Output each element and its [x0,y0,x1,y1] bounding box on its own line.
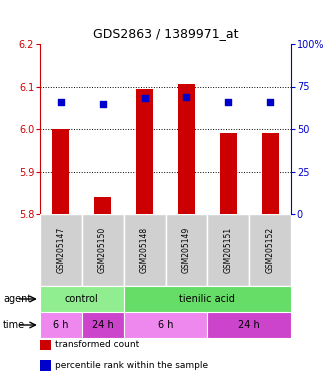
Point [100,101,105,107]
Text: GSM205151: GSM205151 [224,227,233,273]
Point [184,94,189,100]
Bar [82,312,123,338]
Point [58,99,63,105]
Text: GSM205150: GSM205150 [98,227,107,273]
Bar [208,214,249,286]
Text: percentile rank within the sample: percentile rank within the sample [55,361,208,370]
Bar [208,312,291,338]
Bar [40,359,51,371]
Text: GSM205149: GSM205149 [182,227,191,273]
Bar [40,339,51,350]
Bar [262,133,279,214]
Bar [136,89,153,214]
Bar [52,129,69,214]
Text: 6 h: 6 h [158,320,173,330]
Bar [178,84,195,214]
Text: GDS2863 / 1389971_at: GDS2863 / 1389971_at [93,27,238,40]
Text: control: control [65,294,99,304]
Point [142,95,147,101]
Bar [40,312,82,338]
Bar [123,286,291,312]
Text: agent: agent [3,294,31,304]
Text: time: time [3,320,25,330]
Text: GSM205148: GSM205148 [140,227,149,273]
Bar [94,197,111,214]
Bar [40,214,82,286]
Text: transformed count: transformed count [55,340,139,349]
Text: 6 h: 6 h [53,320,69,330]
Point [226,99,231,105]
Bar [82,214,123,286]
Bar [123,312,208,338]
Text: tienilic acid: tienilic acid [179,294,235,304]
Bar [40,286,123,312]
Text: 24 h: 24 h [238,320,260,330]
Bar [123,214,166,286]
Bar [220,133,237,214]
Bar [166,214,208,286]
Point [268,99,273,105]
Text: GSM205152: GSM205152 [266,227,275,273]
Bar [249,214,291,286]
Text: 24 h: 24 h [92,320,114,330]
Text: GSM205147: GSM205147 [56,227,65,273]
